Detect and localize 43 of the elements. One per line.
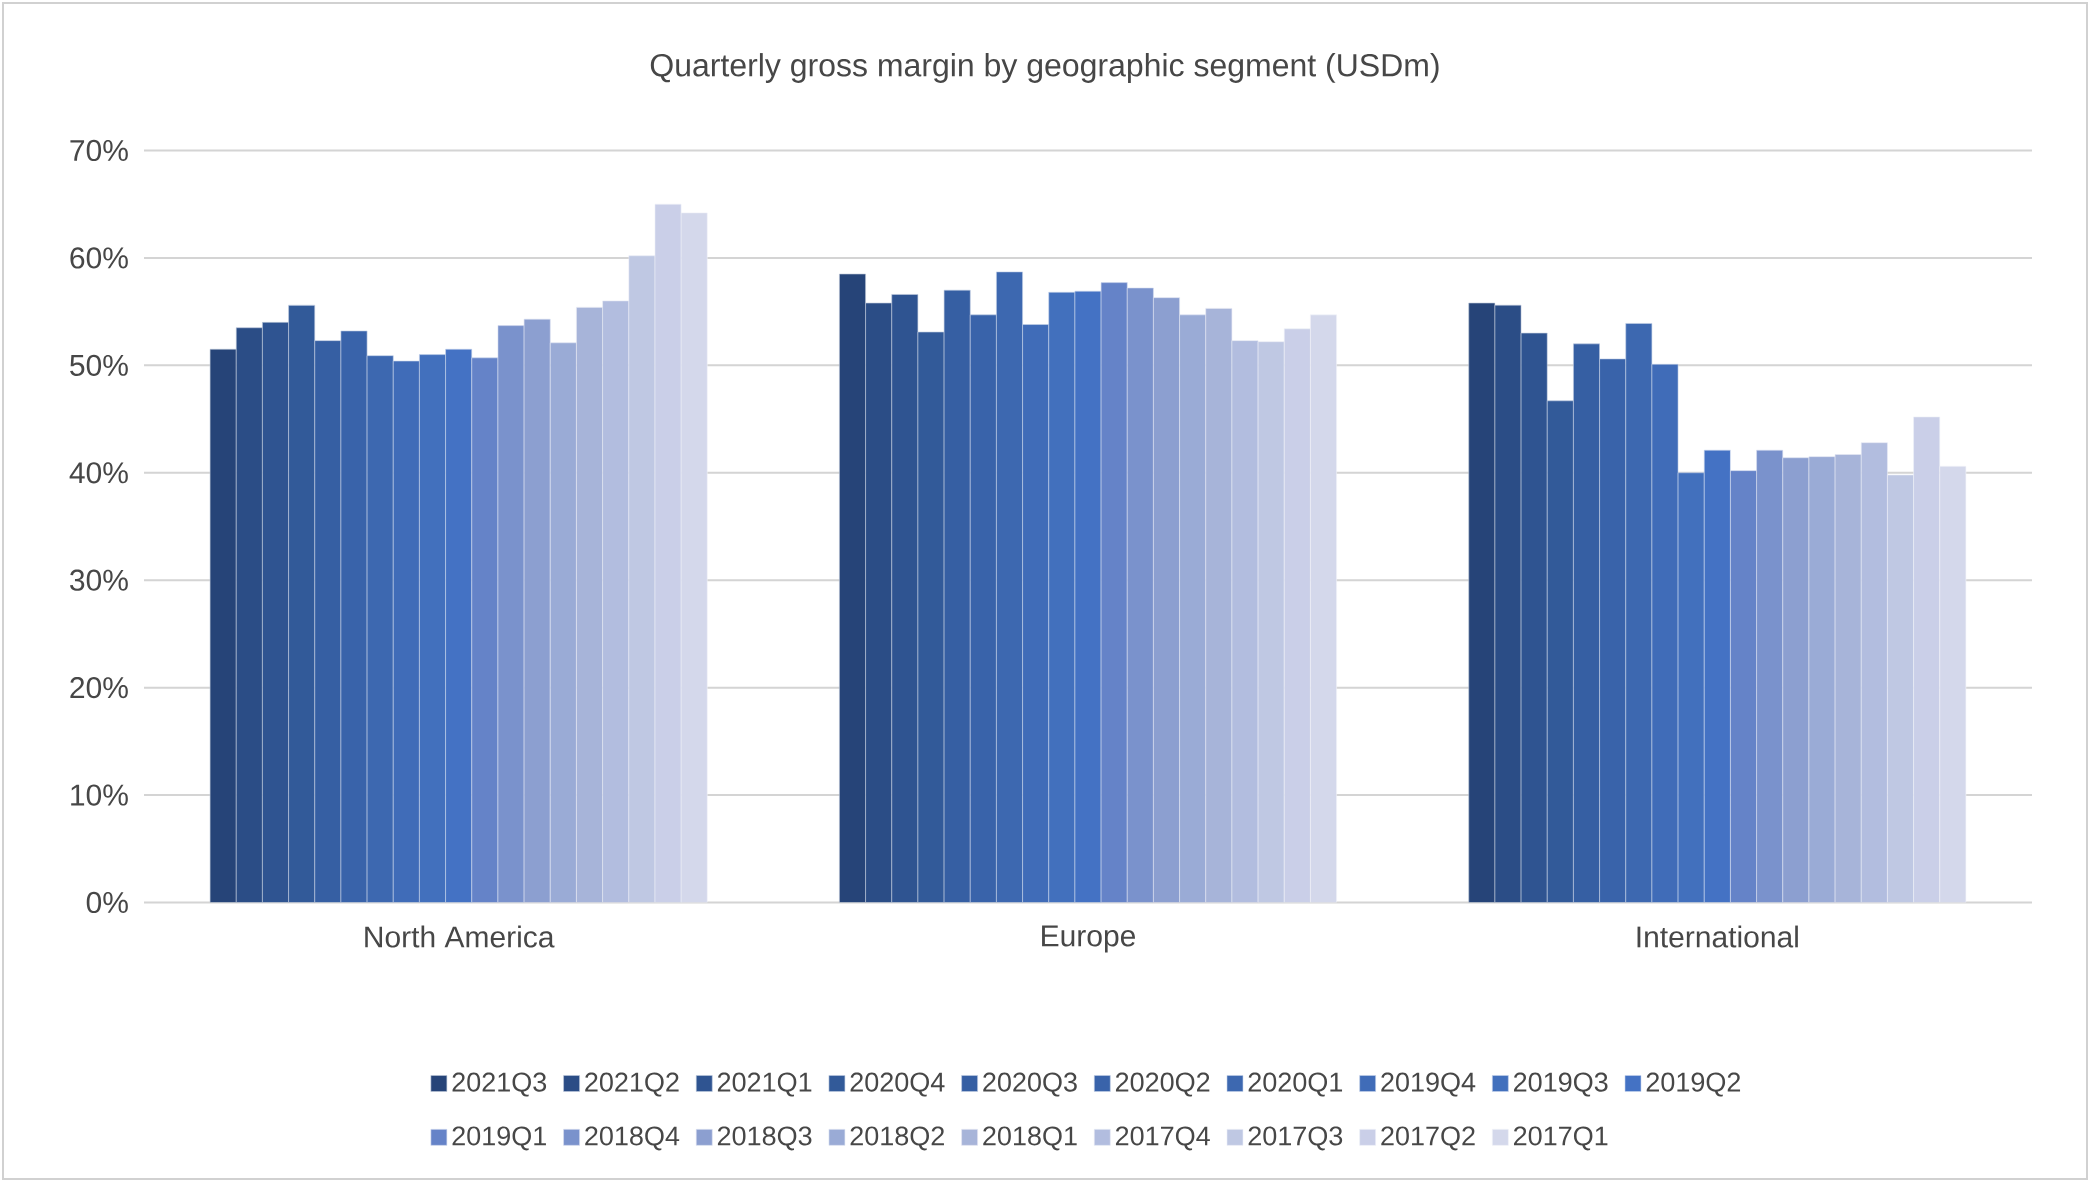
bar xyxy=(1756,449,1784,903)
legend-label: 2020Q4 xyxy=(850,1072,945,1097)
legend-label: 2018Q2 xyxy=(850,1126,944,1151)
chart-title: Quarterly gross margin by geographic segment (USDm) xyxy=(650,53,1439,83)
bar xyxy=(523,318,551,903)
bar xyxy=(497,325,525,903)
x-tick-label: Europe xyxy=(1042,925,1136,953)
x-tick-label: North America xyxy=(365,925,555,948)
legend-label: 2019Q3 xyxy=(1513,1072,1608,1097)
legend-label: 2021Q1 xyxy=(717,1072,812,1097)
legend-label: 2017Q4 xyxy=(1115,1126,1210,1151)
bar xyxy=(549,342,577,903)
y-tick-label: 10% xyxy=(71,784,128,806)
legend-label: 2019Q2 xyxy=(1646,1072,1741,1097)
y-tick-label: 70% xyxy=(70,139,128,162)
legend-label: 2017Q3 xyxy=(1248,1126,1343,1151)
legend-label: 2018Q3 xyxy=(717,1126,812,1151)
legend-label: 2020Q3 xyxy=(983,1072,1077,1097)
legend-label: 2017Q2 xyxy=(1381,1126,1475,1151)
legend-label: 2021Q3 xyxy=(452,1072,547,1097)
legend-label: 2020Q1 xyxy=(1248,1072,1343,1097)
y-tick-label: 40% xyxy=(69,462,128,484)
y-tick-label: 60% xyxy=(70,247,128,269)
bar xyxy=(1808,456,1836,903)
bar xyxy=(1782,457,1810,903)
y-tick-label: 50% xyxy=(70,354,128,376)
legend-label: 2021Q2 xyxy=(585,1072,679,1097)
y-tick-label: 0% xyxy=(86,891,128,914)
bar xyxy=(1179,314,1207,903)
bar xyxy=(1651,363,1679,903)
bar xyxy=(1153,297,1180,903)
x-tick-label: International xyxy=(1637,925,1798,948)
legend-label: 2020Q2 xyxy=(1115,1072,1210,1097)
y-tick-label: 30% xyxy=(70,569,128,591)
bar xyxy=(680,212,708,903)
bar xyxy=(1074,290,1102,903)
legend-label: 2017Q1 xyxy=(1513,1126,1608,1151)
legend-label: 2018Q4 xyxy=(585,1126,680,1151)
legend-label: 2018Q1 xyxy=(983,1126,1077,1151)
legend-label: 2019Q4 xyxy=(1381,1072,1476,1097)
bar xyxy=(1126,287,1154,903)
y-tick-label: 20% xyxy=(70,677,128,699)
legend-label: 2019Q1 xyxy=(452,1126,546,1151)
